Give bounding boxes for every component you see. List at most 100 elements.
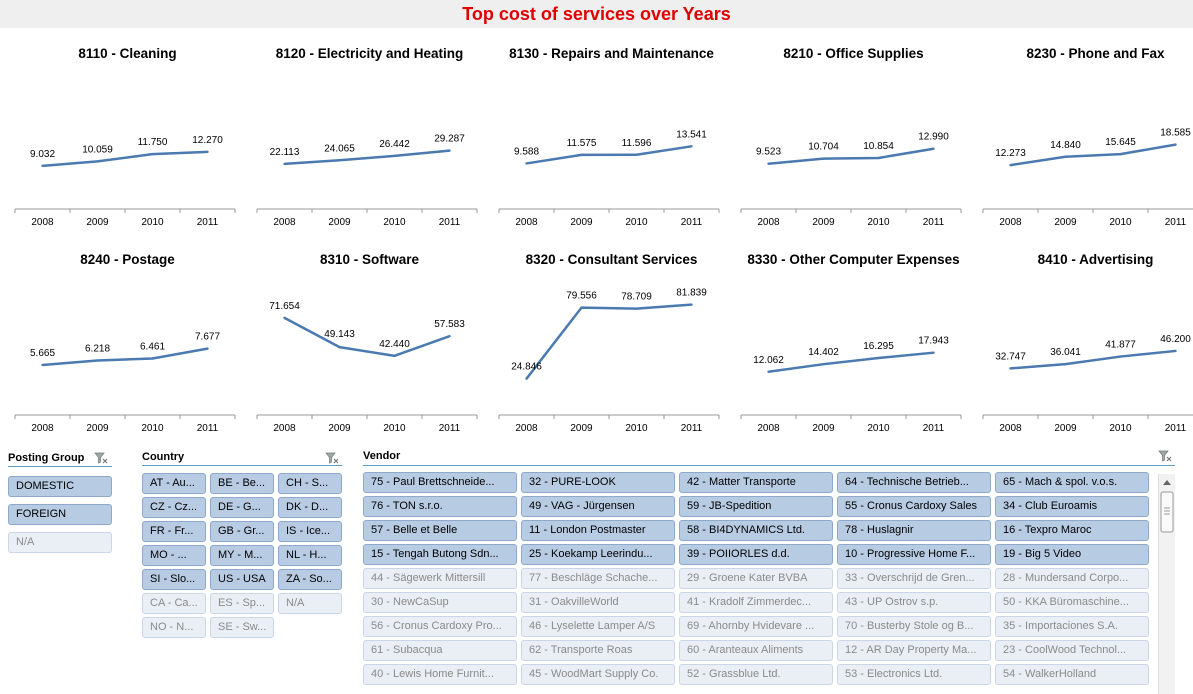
vendor-item[interactable]: 31 - OakvilleWorld xyxy=(521,592,675,613)
vendor-item[interactable]: 78 - Huslagnir xyxy=(837,520,991,541)
page-title: Top cost of services over Years xyxy=(462,4,731,24)
vendor-item[interactable]: 70 - Busterby Stole og B... xyxy=(837,616,991,637)
vendor-item[interactable]: 56 - Cronus Cardoxy Pro... xyxy=(363,616,517,637)
vendor-item[interactable]: 30 - NewCaSup xyxy=(363,592,517,613)
country-item[interactable]: CZ - Cz... xyxy=(142,497,206,518)
country-item[interactable]: MO - ... xyxy=(142,545,206,566)
vendor-item[interactable]: 55 - Cronus Cardoxy Sales xyxy=(837,496,991,517)
country-item[interactable]: MY - M... xyxy=(210,545,274,566)
posting-group-item[interactable]: FOREIGN xyxy=(8,504,112,525)
vendor-item[interactable]: 77 - Beschläge Schache... xyxy=(521,568,675,589)
chart-svg: 2008 2009 2010 2011 12.062 14.402 16.295 17.943 xyxy=(740,336,962,434)
country-item[interactable]: CH - S... xyxy=(278,473,342,494)
vendor-item[interactable]: 58 - BI4DYNAMICS Ltd. xyxy=(679,520,833,541)
country-item[interactable]: GB - Gr... xyxy=(210,521,274,542)
vendor-scrollbar[interactable] xyxy=(1158,474,1175,694)
data-point xyxy=(338,159,341,162)
vendor-item[interactable]: 10 - Progressive Home F... xyxy=(837,544,991,565)
vendor-item[interactable]: 43 - UP Ostrov s.p. xyxy=(837,592,991,613)
country-item[interactable]: ES - Sp... xyxy=(210,593,274,614)
vendor-item[interactable]: 53 - Electronics Ltd. xyxy=(837,664,991,685)
vendor-item[interactable]: 32 - PURE-LOOK xyxy=(521,472,675,493)
x-tick-label: 2008 xyxy=(515,423,538,434)
country-item[interactable]: SE - Sw... xyxy=(210,617,274,638)
vendor-item[interactable]: 29 - Groene Kater BVBA xyxy=(679,568,833,589)
country-item[interactable]: IS - Ice... xyxy=(278,521,342,542)
country-item[interactable]: SI - Slo... xyxy=(142,569,206,590)
country-item[interactable]: BE - Be... xyxy=(210,473,274,494)
vendor-item[interactable]: 65 - Mach & spol. v.o.s. xyxy=(995,472,1149,493)
data-label: 18.585 xyxy=(1160,128,1191,139)
vendor-item[interactable]: 19 - Big 5 Video xyxy=(995,544,1149,565)
vendor-item[interactable]: 34 - Club Euroamis xyxy=(995,496,1149,517)
series-line xyxy=(768,147,934,165)
vendor-item[interactable]: 23 - CoolWood Technol... xyxy=(995,640,1149,661)
country-item[interactable]: FR - Fr... xyxy=(142,521,206,542)
clear-filter-icon[interactable] xyxy=(325,451,339,465)
vendor-item[interactable]: 42 - Matter Transporte xyxy=(679,472,833,493)
vendor-item[interactable]: 57 - Belle et Belle xyxy=(363,520,517,541)
country-item[interactable]: N/A xyxy=(278,593,342,614)
x-tick-label: 2011 xyxy=(923,423,945,434)
vendor-item[interactable]: 52 - Grassblue Ltd. xyxy=(679,664,833,685)
vendor-item[interactable]: 45 - WoodMart Supply Co. xyxy=(521,664,675,685)
vendor-item[interactable]: 46 - Lyselette Lamper A/S xyxy=(521,616,675,637)
chart-svg: 2008 2009 2010 2011 9.523 10.704 10.854 12.990 xyxy=(740,132,962,228)
country-item[interactable]: NO - N... xyxy=(142,617,206,638)
x-tick-label: 2009 xyxy=(86,423,109,434)
posting-group-item[interactable]: N/A xyxy=(8,532,112,553)
vendor-item[interactable]: 41 - Kradolf Zimmerdec... xyxy=(679,592,833,613)
country-item[interactable]: DE - G... xyxy=(210,497,274,518)
data-point xyxy=(1119,152,1122,156)
vendor-item[interactable]: 35 - Importaciones S.A. xyxy=(995,616,1149,637)
x-tick-label: 2011 xyxy=(681,217,703,228)
vendor-item[interactable]: 11 - London Postmaster xyxy=(521,520,675,541)
posting-group-item[interactable]: DOMESTIC xyxy=(8,476,112,497)
clear-filter-icon[interactable] xyxy=(1158,449,1172,463)
x-tick-label: 2010 xyxy=(141,217,164,228)
x-tick-label: 2009 xyxy=(1054,423,1077,434)
vendor-item[interactable]: 76 - TON s.r.o. xyxy=(363,496,517,517)
vendor-item[interactable]: 44 - Sägewerk Mittersill xyxy=(363,568,517,589)
vendor-item[interactable]: 62 - Transporte Roas xyxy=(521,640,675,661)
vendor-item[interactable]: 50 - KKA Büromaschine... xyxy=(995,592,1149,613)
x-tick-label: 2011 xyxy=(1165,423,1187,434)
country-item[interactable]: ZA - So... xyxy=(278,569,342,590)
vendor-item[interactable]: 28 - Mundersand Corpo... xyxy=(995,568,1149,589)
chart-title: 8240 - Postage xyxy=(80,252,175,267)
vendor-item[interactable]: 40 - Lewis Home Furnit... xyxy=(363,664,517,685)
vendor-item[interactable]: 39 - POIIORLES d.d. xyxy=(679,544,833,565)
posting-group-header: Posting Group xyxy=(8,452,85,464)
data-point xyxy=(525,377,528,380)
vendor-item[interactable]: 12 - AR Day Property Ma... xyxy=(837,640,991,661)
data-point xyxy=(525,162,528,165)
country-item[interactable]: US - USA xyxy=(210,569,274,590)
series-line xyxy=(283,316,450,358)
vendor-item[interactable]: 64 - Technische Betrieb... xyxy=(837,472,991,493)
vendor-item[interactable]: 59 - JB-Spedition xyxy=(679,496,833,517)
vendor-item[interactable]: 54 - WalkerHolland xyxy=(995,664,1149,685)
country-item[interactable]: CA - Ca... xyxy=(142,593,206,614)
data-label: 10.704 xyxy=(808,142,839,153)
vendor-item[interactable]: 49 - VAG - Jürgensen xyxy=(521,496,675,517)
vendor-item[interactable]: 75 - Paul Brettschneide... xyxy=(363,472,517,493)
country-item[interactable]: NL - H... xyxy=(278,545,342,566)
vendor-item[interactable]: 33 - Overschrijd de Gren... xyxy=(837,568,991,589)
data-point xyxy=(393,154,396,158)
x-tick-label: 2008 xyxy=(757,423,780,434)
x-tick-label: 2010 xyxy=(383,217,406,228)
vendor-item[interactable]: 16 - Texpro Maroc xyxy=(995,520,1149,541)
vendor-item[interactable]: 61 - Subacqua xyxy=(363,640,517,661)
clear-filter-icon[interactable] xyxy=(94,451,108,465)
x-tick-label: 2011 xyxy=(1165,217,1187,228)
vendor-item[interactable]: 25 - Koekamp Leerindu... xyxy=(521,544,675,565)
data-label: 13.541 xyxy=(676,129,707,140)
data-label: 41.877 xyxy=(1105,340,1136,351)
vendor-item[interactable]: 15 - Tengah Butong Sdn... xyxy=(363,544,517,565)
data-label: 49.143 xyxy=(324,329,355,340)
vendor-item[interactable]: 60 - Aranteaux Aliments xyxy=(679,640,833,661)
vendor-item[interactable]: 69 - Ahornby Hvidevare ... xyxy=(679,616,833,637)
data-label: 9.523 xyxy=(756,147,781,158)
country-item[interactable]: AT - Au... xyxy=(142,473,206,494)
country-item[interactable]: DK - D... xyxy=(278,497,342,518)
